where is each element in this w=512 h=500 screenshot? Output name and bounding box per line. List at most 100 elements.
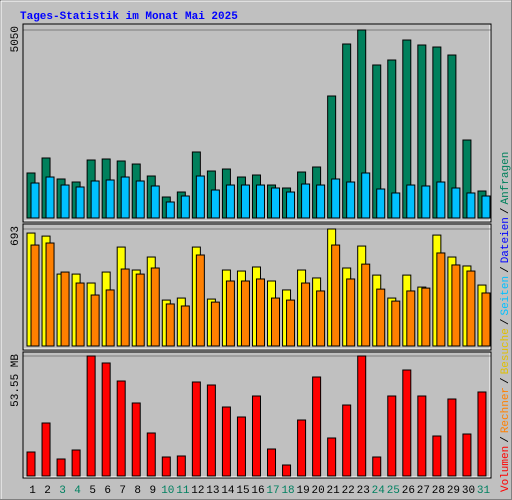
chart-title: Tages-Statistik im Monat Mai 2025 xyxy=(20,11,238,23)
bar xyxy=(26,451,36,477)
bar xyxy=(312,376,322,477)
bar xyxy=(297,419,307,477)
bar xyxy=(255,184,265,219)
bar xyxy=(165,303,175,347)
bar xyxy=(376,288,386,347)
bar xyxy=(180,195,190,219)
bar xyxy=(331,178,341,219)
bar xyxy=(477,391,487,477)
bar xyxy=(45,242,55,347)
x-tick-label: 10 xyxy=(161,485,174,497)
bar xyxy=(221,406,231,477)
legend-separator: / xyxy=(500,266,512,273)
x-tick-label: 12 xyxy=(191,485,204,497)
x-tick-label: 3 xyxy=(59,485,66,497)
bar xyxy=(327,437,337,477)
bar xyxy=(60,271,70,347)
x-tick-label: 22 xyxy=(342,485,355,497)
x-tick-label: 2 xyxy=(44,485,51,497)
bar xyxy=(75,186,85,219)
bar xyxy=(105,289,115,347)
bar xyxy=(225,184,235,219)
x-tick-label: 18 xyxy=(281,485,294,497)
x-tick-label: 1 xyxy=(29,485,36,497)
bar xyxy=(417,395,427,477)
bar xyxy=(180,305,190,347)
bar xyxy=(271,187,281,219)
x-tick-label: 24 xyxy=(372,485,386,497)
bar xyxy=(301,282,311,347)
bar xyxy=(56,458,66,477)
x-tick-label: 15 xyxy=(236,485,249,497)
legend-item: Seiten xyxy=(500,276,512,316)
bar xyxy=(146,432,156,477)
bar xyxy=(357,355,367,477)
x-tick-label: 21 xyxy=(327,485,341,497)
x-tick-label: 26 xyxy=(402,485,415,497)
legend-separator: / xyxy=(500,436,512,443)
bar xyxy=(150,267,160,347)
x-tick-label: 11 xyxy=(176,485,190,497)
bar xyxy=(316,290,326,347)
bar xyxy=(372,456,382,477)
bar xyxy=(195,175,205,219)
bar xyxy=(436,181,446,219)
bar xyxy=(301,183,311,219)
bar xyxy=(286,299,296,347)
bar xyxy=(105,179,115,219)
x-tick-label: 8 xyxy=(134,485,141,497)
bar xyxy=(210,301,220,347)
bar xyxy=(451,264,461,347)
bar xyxy=(41,422,51,477)
bar xyxy=(195,254,205,347)
y-tick-label: 693 xyxy=(10,226,22,246)
bar xyxy=(240,184,250,219)
bar xyxy=(342,404,352,477)
bar xyxy=(86,355,96,477)
bar xyxy=(406,184,416,219)
bar xyxy=(462,433,472,477)
legend-separator: / xyxy=(500,377,512,384)
y-tick-label: 5050 xyxy=(10,26,22,52)
legend-separator: / xyxy=(500,319,512,326)
x-tick-label: 19 xyxy=(296,485,309,497)
bar xyxy=(116,380,126,477)
bar xyxy=(387,395,397,477)
bar xyxy=(402,369,412,477)
bar xyxy=(45,176,55,219)
x-tick-label: 6 xyxy=(104,485,111,497)
x-tick-label: 27 xyxy=(417,485,430,497)
bar xyxy=(391,192,401,219)
bar xyxy=(346,278,356,347)
legend-separator: / xyxy=(500,207,512,214)
x-tick-label: 17 xyxy=(266,485,279,497)
bar xyxy=(271,297,281,347)
bar xyxy=(90,294,100,347)
bar xyxy=(282,464,292,477)
bar xyxy=(206,384,216,477)
bar xyxy=(71,449,81,477)
bar xyxy=(30,244,40,347)
bar xyxy=(436,252,446,347)
x-tick-label: 4 xyxy=(74,485,81,497)
bar xyxy=(361,263,371,347)
bar xyxy=(481,292,491,347)
bar xyxy=(255,278,265,347)
x-tick-label: 16 xyxy=(251,485,264,497)
bar xyxy=(421,185,431,219)
bar xyxy=(251,395,261,477)
bar xyxy=(135,180,145,219)
bar xyxy=(466,270,476,347)
bar xyxy=(267,448,277,477)
bar xyxy=(331,244,341,347)
bar xyxy=(135,273,145,347)
bar xyxy=(447,398,457,477)
bar xyxy=(165,201,175,219)
bar xyxy=(316,184,326,219)
bar xyxy=(150,185,160,219)
bar xyxy=(101,362,111,477)
legend-item: Volumen xyxy=(500,446,512,492)
x-tick-label: 31 xyxy=(477,485,491,497)
legend-item: Rechner xyxy=(500,387,512,433)
